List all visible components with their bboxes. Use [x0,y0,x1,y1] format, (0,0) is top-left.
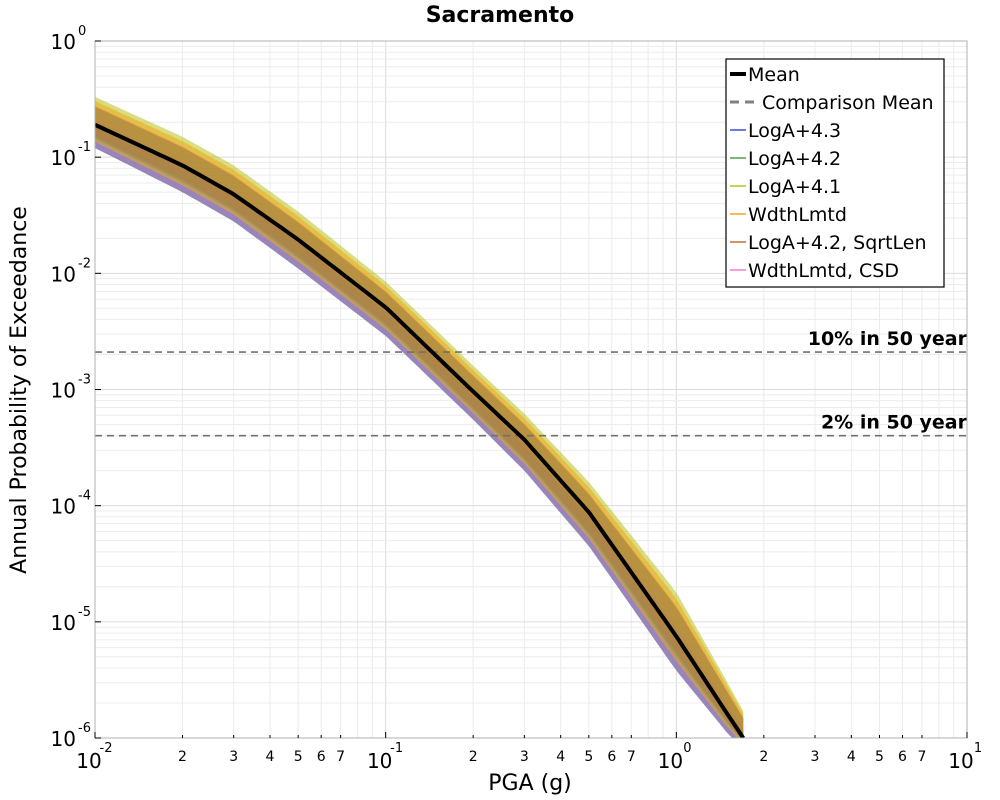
reference-line-label: 2% in 50 year [821,412,968,434]
mean-curve [95,122,745,738]
x-minor-tick-label: 6 [317,749,326,765]
x-minor-tick-label: 4 [266,749,275,765]
x-minor-tick-label: 2 [469,749,478,765]
band-loga-4-2 [95,107,744,738]
x-tick-label-exponent: -2 [100,741,113,756]
x-tick-label: 10 [658,749,683,773]
y-tick-label-exponent: -1 [78,140,91,155]
chart-title: Sacramento [426,3,575,28]
legend-box [725,58,945,288]
y-tick-label: 10 [51,611,76,635]
y-tick-label: 10 [51,495,76,519]
x-minor-tick-label: 7 [627,749,636,765]
y-tick-label-exponent: -5 [78,605,91,620]
x-tick-label: 10 [367,749,392,773]
x-tick-label-exponent: 0 [683,741,691,756]
y-tick-label-exponent: -4 [78,489,91,504]
x-minor-tick-label: 6 [898,749,907,765]
grid [94,41,967,739]
legend-label: WdthLmtd [748,204,847,226]
legend-label: LogA+4.2 [748,148,841,170]
x-minor-tick-label: 5 [294,749,303,765]
x-minor-tick-label: 5 [584,749,593,765]
y-tick-label: 10 [51,379,76,403]
curve-bands [95,96,744,738]
x-minor-tick-label: 5 [875,749,884,765]
reference-lines: 10% in 50 year 2% in 50 year [95,328,968,437]
x-tick-label: 10 [948,749,973,773]
x-minor-tick-label: 7 [918,749,927,765]
y-axis-label: Annual Probability of Exceedance [7,206,32,574]
x-minor-tick-label: 7 [336,749,345,765]
legend-label: LogA+4.3 [748,120,841,142]
reference-line-label: 10% in 50 year [808,328,968,350]
legend: Mean Comparison Mean LogA+4.3 LogA+4.2 LogA+… [725,58,945,288]
x-minor-tick-label: 4 [556,749,565,765]
y-tick-label: 10 [51,727,76,751]
legend-label: Comparison Mean [762,92,934,114]
y-tick-label: 10 [51,146,76,170]
x-minor-tick-label: 2 [178,749,187,765]
x-minor-tick-label: 3 [520,749,529,765]
x-tick-label-exponent: -1 [390,741,403,756]
y-tick-label: 10 [51,30,76,54]
x-minor-tick-label: 4 [847,749,856,765]
y-tick-label-exponent: -3 [78,373,91,388]
y-tick-label-exponent: 0 [78,24,86,39]
legend-label: Mean [748,64,800,86]
y-tick-label-exponent: -2 [78,256,91,271]
y-tick-label: 10 [51,262,76,286]
x-minor-tick-label: 3 [229,749,238,765]
x-tick-label-exponent: 1 [974,741,982,756]
y-tick-label-exponent: -6 [78,721,91,736]
x-tick-label: 10 [76,749,101,773]
legend-label: LogA+4.2, SqrtLen [748,232,927,254]
legend-label: LogA+4.1 [748,176,841,198]
legend-label: WdthLmtd, CSD [748,260,899,282]
x-axis-label: PGA (g) [488,771,572,796]
x-minor-tick-label: 2 [759,749,768,765]
x-minor-tick-label: 6 [607,749,616,765]
x-minor-tick-label: 3 [811,749,820,765]
